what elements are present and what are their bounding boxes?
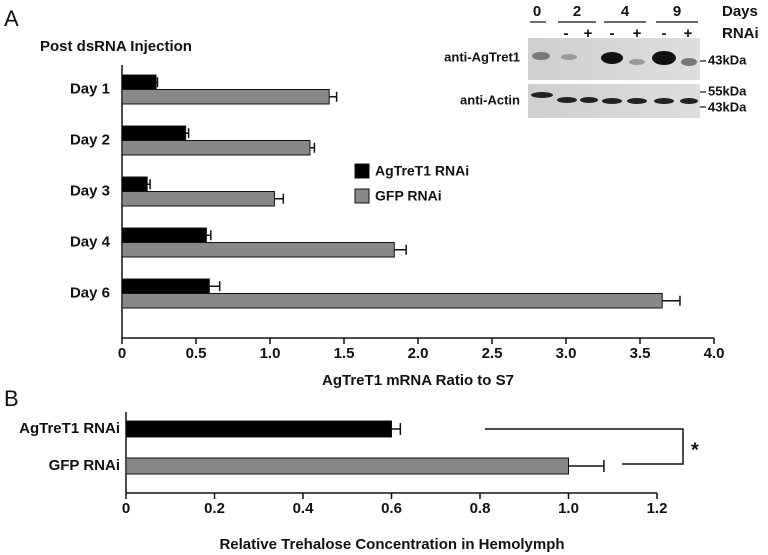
x-tick-label: 0 — [118, 345, 126, 362]
chart-title: Post dsRNA Injection — [40, 38, 192, 55]
blot-header: RNAi — [722, 25, 759, 42]
x-tick-label: 3.0 — [556, 345, 577, 362]
blot-rnai-mark: + — [684, 25, 693, 42]
y-tick-label: Day 4 — [70, 233, 111, 250]
x-tick-label: 0.6 — [381, 500, 402, 517]
x-tick-label: 2.0 — [408, 345, 429, 362]
x-tick-label: 1.5 — [334, 345, 355, 362]
x-tick-label: 0.5 — [186, 345, 207, 362]
y-tick-label: GFP RNAi — [49, 457, 120, 474]
bar — [121, 191, 275, 207]
error-bar — [185, 128, 190, 139]
legend-swatch — [354, 188, 370, 204]
bar — [121, 89, 330, 105]
annotation: * — [691, 439, 699, 461]
x-tick-label: 0.4 — [293, 500, 315, 517]
error-bar — [391, 423, 402, 435]
bar — [121, 293, 663, 309]
error-bar — [309, 142, 316, 153]
blot-rnai-mark: - — [662, 25, 667, 42]
bar — [121, 227, 207, 243]
bar — [121, 125, 187, 141]
y-tick-label: Day 3 — [70, 182, 110, 199]
x-tick-label: 0.8 — [470, 500, 491, 517]
blot-marker: 43kDa — [708, 99, 747, 114]
legend-label: AgTreT1 RNAi — [375, 163, 469, 179]
error-bar — [329, 91, 338, 102]
blot-day: 4 — [621, 3, 630, 20]
x-tick-label: 0 — [122, 500, 130, 517]
bar — [121, 242, 395, 258]
blot-rnai-mark: - — [610, 25, 615, 42]
panel-label: A — [4, 6, 19, 31]
x-tick-label: 0.2 — [204, 500, 225, 517]
error-bar — [394, 244, 407, 255]
bar — [121, 140, 311, 156]
error-bar — [209, 281, 221, 292]
legend-label: GFP RNAi — [375, 188, 442, 204]
blot-day: 9 — [673, 3, 681, 20]
bar — [121, 176, 148, 192]
blot-marker: 43kDa — [708, 52, 747, 67]
x-tick-label: 4.0 — [704, 345, 725, 362]
bar — [121, 74, 157, 90]
y-tick-label: Day 6 — [70, 284, 110, 301]
blot-rnai-mark: + — [633, 25, 642, 42]
significance-bracket — [485, 428, 684, 465]
error-bar — [662, 295, 681, 306]
y-tick-label: Day 2 — [70, 131, 110, 148]
bar — [121, 278, 210, 294]
blot-row-label: anti-Actin — [460, 92, 520, 107]
error-bar — [206, 230, 212, 241]
x-axis-label: AgTreT1 mRNA Ratio to S7 — [322, 372, 514, 389]
x-tick-label: 3.5 — [630, 345, 651, 362]
x-tick-label: 1.2 — [647, 500, 668, 517]
y-tick-label: Day 1 — [70, 80, 110, 97]
blot-header: Days — [722, 3, 758, 20]
blot-day: 2 — [573, 3, 581, 20]
error-bar — [568, 460, 605, 472]
x-axis-label: Relative Trehalose Concentration in Hemo… — [219, 536, 564, 553]
error-bar — [274, 193, 285, 204]
blot-day: 0 — [533, 3, 541, 20]
error-bar — [156, 77, 159, 88]
blot-row-label: anti-AgTret1 — [444, 49, 520, 64]
x-tick-label: 2.5 — [482, 345, 503, 362]
x-tick-label: 1.0 — [558, 500, 579, 517]
bar — [125, 420, 392, 438]
blot-marker: 55kDa — [708, 83, 747, 98]
legend-swatch — [354, 163, 370, 179]
panel-label: B — [4, 386, 19, 411]
blot-rnai-mark: - — [564, 25, 569, 42]
blot — [528, 21, 706, 118]
x-tick-label: 1.0 — [260, 345, 281, 362]
error-bar — [147, 179, 151, 190]
bar — [125, 457, 569, 475]
y-tick-label: AgTreT1 RNAi — [19, 420, 120, 437]
blot-rnai-mark: + — [584, 25, 593, 42]
